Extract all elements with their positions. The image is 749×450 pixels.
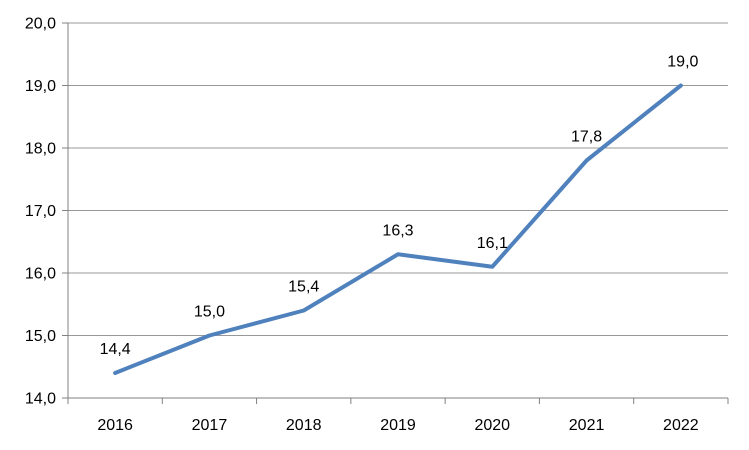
x-tick-label: 2021 — [569, 417, 605, 434]
x-tick-label: 2020 — [474, 417, 510, 434]
data-label: 16,1 — [477, 235, 508, 252]
gridlines — [68, 22, 728, 399]
data-label: 15,4 — [288, 279, 319, 296]
axes — [62, 22, 729, 404]
x-tick-label: 2019 — [380, 417, 416, 434]
x-tick-label: 2017 — [192, 417, 228, 434]
data-label: 19,0 — [667, 54, 698, 71]
data-label: 17,8 — [571, 129, 602, 146]
y-axis-labels: 14,0 15,0 16,0 17,0 18,0 19,0 20,0 — [25, 16, 56, 408]
x-tick-label: 2016 — [97, 417, 133, 434]
x-tick-label: 2018 — [286, 417, 322, 434]
x-tick-label: 2022 — [663, 417, 699, 434]
y-tick-label: 17,0 — [25, 203, 56, 220]
y-tick-label: 16,0 — [25, 266, 56, 283]
y-tick-label: 15,0 — [25, 328, 56, 345]
data-label: 15,0 — [194, 304, 225, 321]
y-tick-label: 14,0 — [25, 391, 56, 408]
series-line — [113, 83, 683, 375]
series-line-group — [113, 83, 683, 375]
data-label: 14,4 — [100, 341, 131, 358]
y-tick-label: 20,0 — [25, 16, 56, 33]
y-tick-label: 18,0 — [25, 141, 56, 158]
data-label: 16,3 — [382, 222, 413, 239]
y-tick-label: 19,0 — [25, 78, 56, 95]
x-axis-labels: 2016 2017 2018 2019 2020 2021 2022 — [97, 417, 698, 434]
data-labels: 14,4 15,0 15,4 16,3 16,1 17,8 19,0 — [100, 54, 699, 359]
